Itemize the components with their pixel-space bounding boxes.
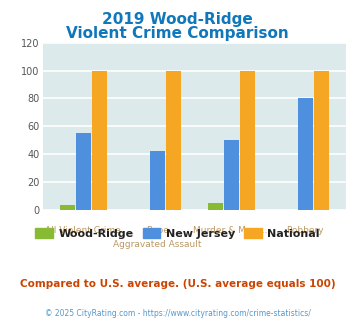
- Bar: [76, 133, 91, 210]
- Bar: [240, 71, 255, 210]
- Text: Murder & Mans...: Murder & Mans...: [193, 226, 270, 235]
- Text: Aggravated Assault: Aggravated Assault: [113, 240, 202, 249]
- Legend: Wood-Ridge, New Jersey, National: Wood-Ridge, New Jersey, National: [31, 224, 324, 244]
- Bar: [208, 203, 223, 210]
- Text: All Violent Crime: All Violent Crime: [45, 226, 121, 235]
- Text: Rape: Rape: [146, 226, 169, 235]
- Bar: [224, 140, 239, 210]
- Text: © 2025 CityRating.com - https://www.cityrating.com/crime-statistics/: © 2025 CityRating.com - https://www.city…: [45, 309, 310, 317]
- Text: Violent Crime Comparison: Violent Crime Comparison: [66, 26, 289, 41]
- Bar: [150, 151, 165, 210]
- Text: Compared to U.S. average. (U.S. average equals 100): Compared to U.S. average. (U.S. average …: [20, 279, 335, 289]
- Bar: [60, 205, 75, 210]
- Bar: [314, 71, 329, 210]
- Bar: [298, 98, 313, 210]
- Bar: [166, 71, 181, 210]
- Text: 2019 Wood-Ridge: 2019 Wood-Ridge: [102, 12, 253, 26]
- Text: Robbery: Robbery: [286, 226, 324, 235]
- Bar: [92, 71, 107, 210]
